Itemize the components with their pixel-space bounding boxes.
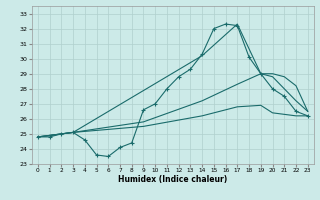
X-axis label: Humidex (Indice chaleur): Humidex (Indice chaleur) [118, 175, 228, 184]
